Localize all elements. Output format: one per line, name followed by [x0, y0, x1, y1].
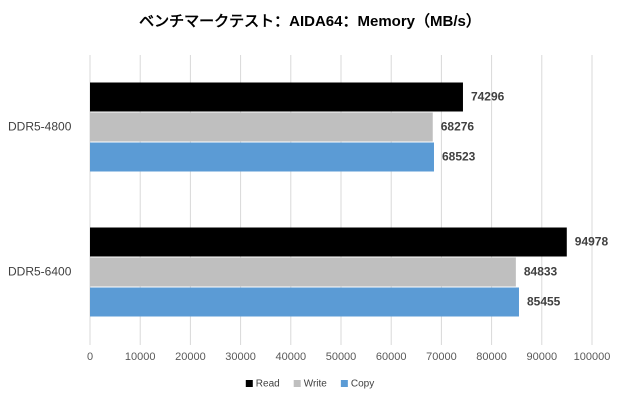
x-tick-label: 0	[87, 351, 93, 363]
legend-label: Copy	[351, 379, 374, 390]
x-tick-label: 20000	[175, 351, 206, 363]
bar	[90, 257, 516, 287]
legend-swatch	[293, 380, 301, 387]
x-tick-label: 10000	[125, 351, 156, 363]
legend-swatch	[340, 380, 348, 387]
value-label: 94978	[575, 235, 609, 249]
category-label: DDR5-4800	[8, 120, 72, 134]
x-tick-label: 90000	[527, 351, 558, 363]
x-tick-label: 30000	[225, 351, 256, 363]
legend-swatch	[245, 380, 253, 387]
chart-title: ベンチマークテスト：AIDA64：Memory（MB/s）	[139, 12, 481, 30]
value-label: 74296	[471, 90, 505, 104]
bar	[90, 227, 567, 257]
value-label: 68276	[441, 120, 475, 134]
bar	[90, 112, 433, 142]
value-label: 68523	[442, 150, 476, 164]
x-tick-label: 80000	[476, 351, 507, 363]
bar	[90, 82, 463, 112]
value-label: 84833	[524, 265, 558, 279]
x-tick-label: 40000	[276, 351, 307, 363]
x-tick-label: 60000	[376, 351, 407, 363]
legend-label: Read	[256, 379, 280, 390]
category-label: DDR5-6400	[8, 265, 72, 279]
bar	[90, 142, 434, 172]
x-tick-label: 50000	[326, 351, 357, 363]
legend-label: Write	[304, 379, 328, 390]
x-tick-label: 100000	[574, 351, 611, 363]
x-tick-label: 70000	[426, 351, 457, 363]
bar	[90, 287, 519, 317]
value-label: 85455	[527, 295, 561, 309]
